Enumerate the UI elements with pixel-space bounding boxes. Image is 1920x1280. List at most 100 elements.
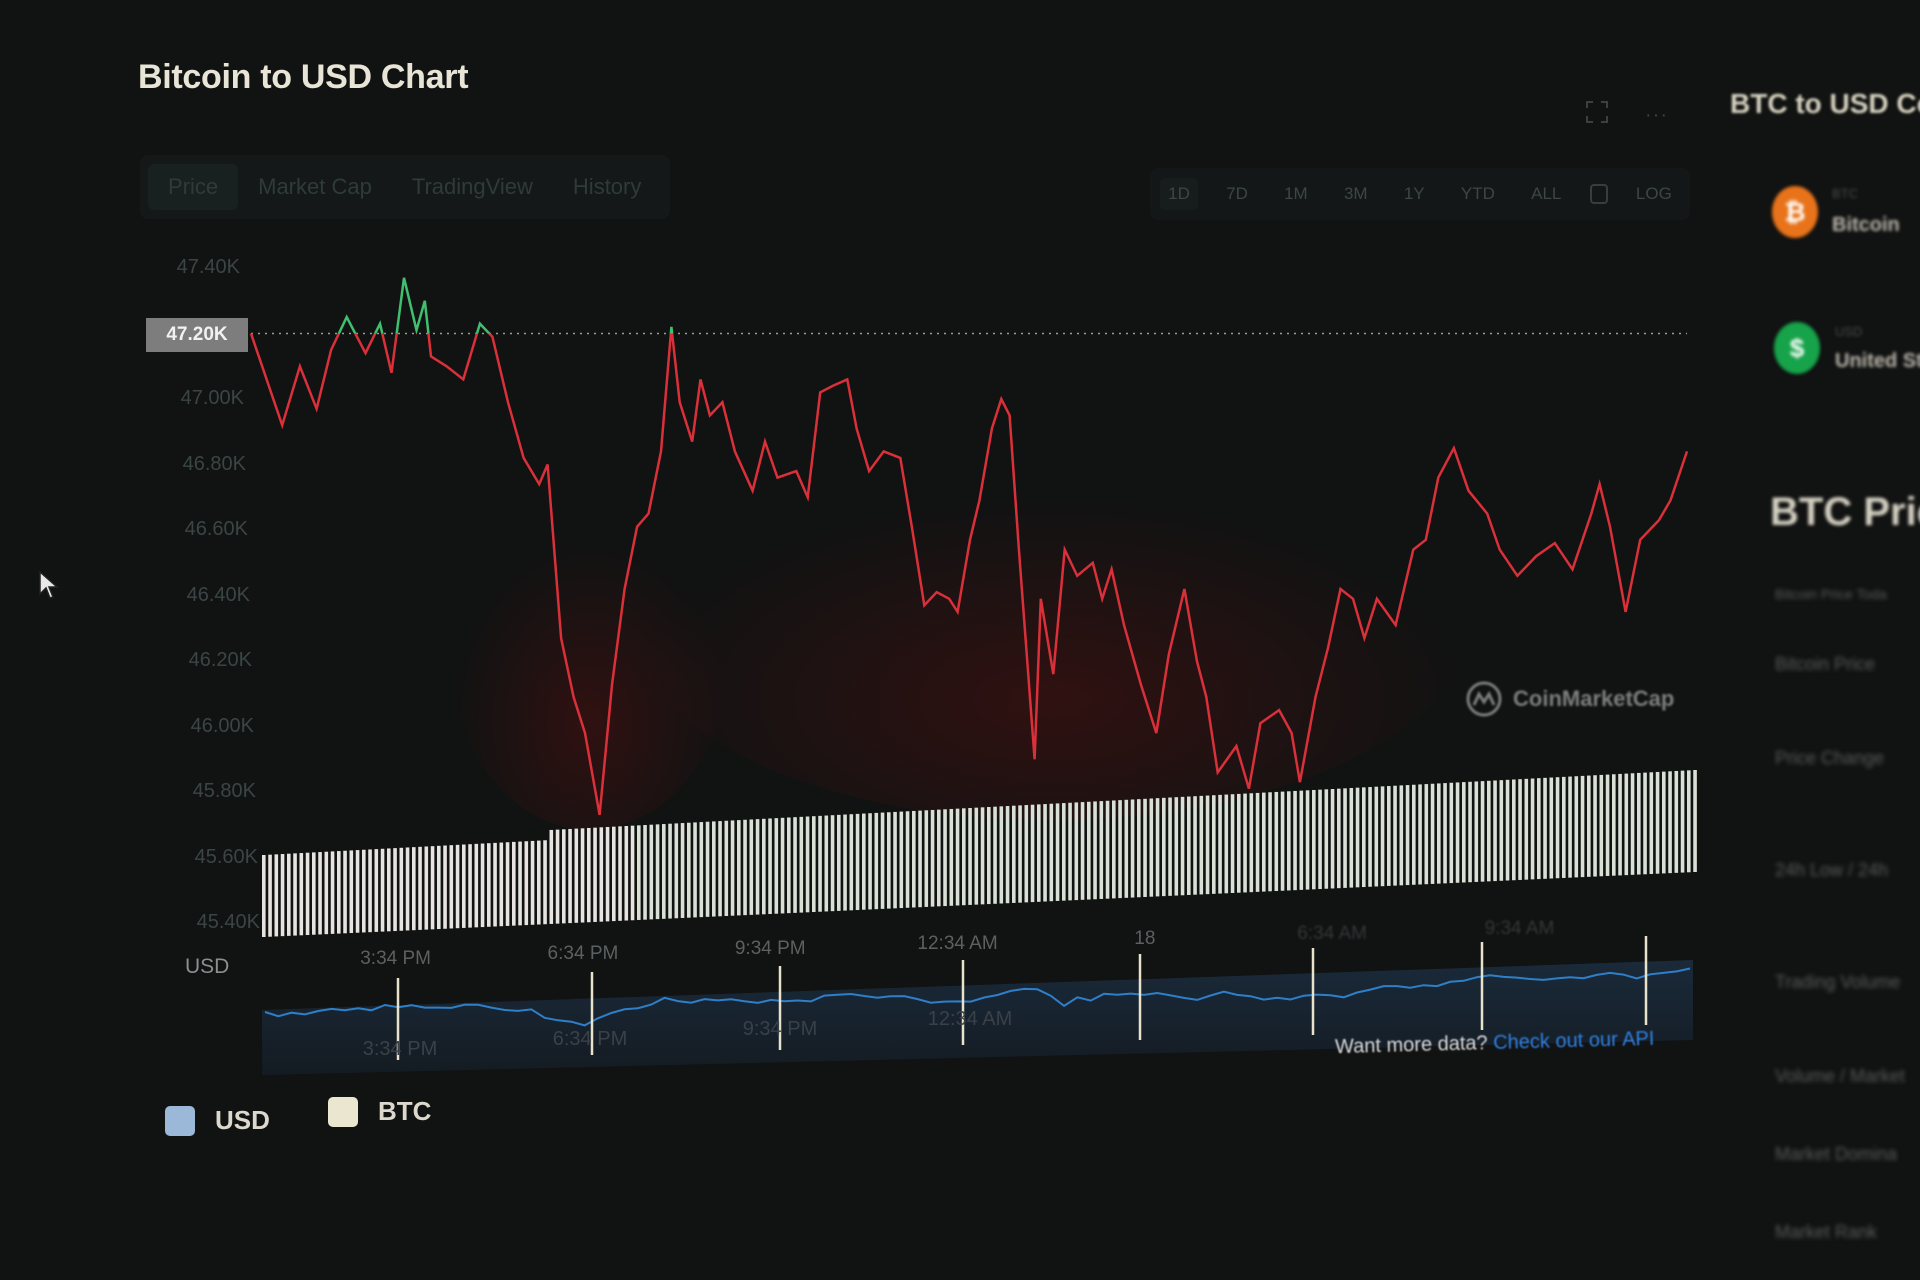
volume-bar: [1030, 804, 1035, 903]
volume-bar: [924, 810, 929, 907]
volume-bar: [999, 806, 1004, 904]
volume-bar: [505, 842, 510, 926]
tab-history[interactable]: History: [572, 174, 642, 199]
volume-bar: [1274, 791, 1279, 892]
chart-glow: [630, 420, 1470, 820]
volume-bar: [1118, 800, 1122, 899]
volume-bar: [1168, 797, 1172, 896]
volume-bar: [699, 822, 704, 918]
y-tick-label: 47.40K: [176, 256, 240, 278]
volume-bar: [855, 813, 860, 911]
volume-bar: [955, 808, 960, 906]
volume-bar: [293, 853, 297, 936]
volume-bar: [693, 822, 697, 918]
volume-bar: [1668, 771, 1672, 874]
volume-bar: [493, 842, 497, 927]
y-tick-label: 45.60K: [194, 845, 258, 868]
current-price-label: 47.20K: [146, 318, 248, 352]
volume-bar: [1518, 779, 1522, 880]
x-tick-label: 6:34 PM: [547, 943, 619, 964]
x-tick-label: 9:34 AM: [1484, 918, 1555, 939]
api-link[interactable]: Check out our API: [1492, 1027, 1655, 1055]
volume-bar: [468, 844, 472, 928]
legend-btc[interactable]: BTC: [328, 1096, 431, 1127]
volume-bar: [768, 818, 772, 915]
volume-bar: [512, 841, 516, 926]
volume-bar: [349, 850, 354, 934]
stat-label: Bitcoin Price: [1775, 654, 1876, 674]
volume-bar: [1343, 788, 1347, 888]
volume-bar: [312, 852, 316, 935]
legend-usd[interactable]: USD: [165, 1105, 270, 1136]
navigator-area: [262, 960, 1693, 1075]
range-ytd[interactable]: YTD: [1460, 184, 1495, 203]
volume-bar: [574, 828, 579, 923]
coin-symbol: BTC: [1832, 186, 1858, 201]
tab-price[interactable]: Price: [148, 164, 239, 210]
range-1d[interactable]: 1D: [1160, 178, 1198, 210]
more-horizontal-icon[interactable]: ···: [1645, 104, 1668, 126]
volume-bar: [824, 815, 829, 912]
calendar-icon[interactable]: [1589, 184, 1608, 204]
range-all[interactable]: ALL: [1531, 184, 1562, 203]
volume-bar: [862, 813, 866, 910]
y-tick-label: 46.00K: [190, 714, 254, 737]
volume-bar: [1405, 785, 1410, 886]
volume-bar: [1080, 802, 1085, 900]
volume-bar: [637, 825, 641, 920]
volume-bar: [880, 812, 885, 909]
volume-bar: [380, 848, 385, 932]
volume-bar: [1312, 789, 1316, 890]
volume-bar: [1593, 775, 1597, 877]
navigator-label: 9:34 PM: [743, 1018, 817, 1040]
tab-market-cap[interactable]: Market Cap: [258, 174, 372, 199]
volume-bar: [837, 814, 841, 911]
volume-bar: [1180, 796, 1185, 896]
volume-bar: [418, 846, 422, 930]
tab-tradingview[interactable]: TradingView: [411, 174, 533, 199]
volume-bar: [1074, 802, 1079, 901]
volume-bar: [905, 811, 910, 908]
x-tick-label: 12:34 AM: [917, 933, 998, 954]
volume-bar: [1012, 805, 1016, 903]
volume-bar: [274, 854, 279, 937]
range-1m[interactable]: 1M: [1284, 184, 1308, 203]
volume-bar: [543, 840, 547, 925]
volume-bar: [868, 813, 872, 910]
volume-bar: [724, 820, 729, 916]
volume-bar: [643, 825, 647, 920]
volume-bar: [1224, 794, 1229, 894]
volume-bar: [1337, 788, 1341, 889]
volume-bar: [1643, 772, 1647, 875]
fullscreen-icon[interactable]: [1585, 100, 1609, 124]
volume-bar: [1637, 772, 1641, 875]
volume-bar: [1562, 776, 1566, 878]
volume-bar: [1068, 802, 1072, 901]
volume-bar: [899, 811, 904, 909]
volume-bar: [330, 851, 335, 934]
volume-bar: [1580, 775, 1585, 878]
volume-bar: [1662, 771, 1666, 874]
volume-bar: [1055, 803, 1060, 901]
price-line-below: [249, 333, 1689, 816]
volume-bar: [805, 816, 810, 913]
dollar-icon: $: [1774, 322, 1820, 374]
range-log[interactable]: LOG: [1635, 184, 1672, 203]
coinmarketcap-watermark: CoinMarketCap: [1465, 680, 1674, 718]
volume-bar: [287, 853, 291, 936]
range-3m[interactable]: 3M: [1343, 184, 1368, 203]
volume-bar: [443, 845, 447, 929]
volume-bar: [1187, 796, 1191, 895]
volume-bar: [1199, 795, 1204, 895]
y-tick-label: 46.40K: [186, 583, 250, 606]
volume-bar: [1137, 799, 1141, 898]
btc-swatch: [328, 1096, 358, 1127]
volume-bar: [1349, 788, 1354, 888]
volume-bar: [843, 814, 847, 911]
volume-bar: [1368, 787, 1372, 887]
volume-bar: [462, 844, 466, 928]
range-7d[interactable]: 7D: [1226, 184, 1248, 203]
range-1y[interactable]: 1Y: [1403, 184, 1425, 203]
volume-bar: [612, 826, 616, 922]
